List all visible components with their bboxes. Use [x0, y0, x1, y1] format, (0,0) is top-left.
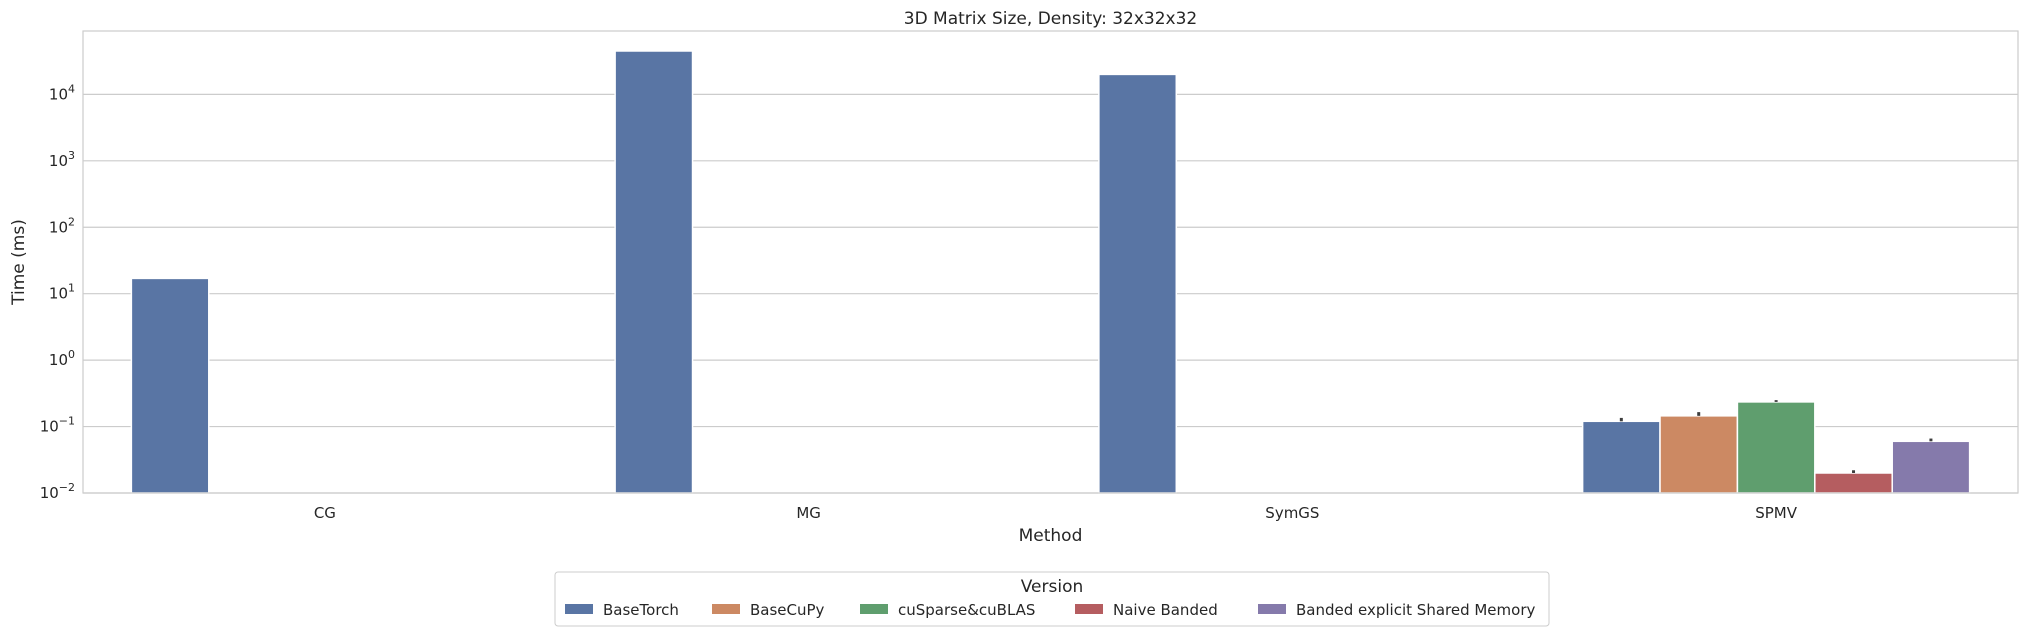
x-tick-label-cg: CG — [314, 504, 336, 522]
y-tick-exponent: 3 — [68, 149, 75, 162]
y-tick-exponent: 4 — [68, 82, 75, 95]
y-tick-base: 10 — [49, 218, 68, 236]
legend-swatch — [860, 604, 888, 614]
y-tick-label: 104 — [49, 82, 75, 103]
y-tick-base: 10 — [49, 85, 68, 103]
x-tick-label-mg: MG — [796, 504, 821, 522]
y-axis-title: Time (ms) — [9, 219, 29, 306]
bar-spmv-3 — [1814, 472, 1893, 494]
y-tick-label: 101 — [49, 282, 75, 303]
x-tick-label-spmv: SPMV — [1755, 504, 1798, 522]
legend-swatch — [1258, 604, 1286, 614]
x-tick-label-symgs: SymGS — [1265, 504, 1319, 522]
legend-items: BaseTorch BaseCuPy cuSparse&cuBLAS Naive Ba… — [565, 601, 1535, 619]
x-tick-labels: CG MG SymGS SPMV — [314, 504, 1798, 522]
axes — [82, 30, 2019, 494]
legend-item-0: BaseTorch — [565, 601, 679, 619]
chart-title: 3D Matrix Size, Density: 32x32x32 — [904, 9, 1197, 29]
legend-swatch — [1075, 604, 1103, 614]
bar-spmv-1 — [1659, 415, 1739, 494]
y-tick-exponent: 2 — [68, 215, 75, 228]
x-axis-title: Method — [1019, 526, 1083, 546]
y-tick-label: 10−2 — [40, 481, 75, 502]
plot-frame — [82, 30, 2019, 494]
gridlines — [83, 93, 2018, 494]
y-tick-exponent: 0 — [68, 348, 75, 361]
y-tick-base: 10 — [40, 418, 59, 436]
y-tick-base: 10 — [49, 285, 68, 303]
legend-swatch — [565, 604, 593, 614]
y-tick-label: 102 — [49, 215, 75, 236]
y-tick-exponent: 1 — [68, 282, 75, 295]
bar-spmv-0 — [1581, 420, 1661, 494]
bar-symgs-0 — [1098, 73, 1178, 494]
bar-spmv-2 — [1736, 401, 1816, 494]
legend-label: cuSparse&cuBLAS — [898, 601, 1035, 619]
y-tick-base: 10 — [49, 351, 68, 369]
y-tick-label: 10−1 — [40, 415, 75, 436]
legend-title: Version — [1021, 577, 1084, 597]
y-tick-label: 103 — [49, 149, 75, 170]
legend-label: Naive Banded — [1113, 601, 1218, 619]
bar-spmv-4 — [1891, 440, 1971, 494]
bars — [130, 50, 1971, 494]
y-tick-exponent: −1 — [59, 415, 75, 428]
legend-label: Banded explicit Shared Memory — [1296, 601, 1535, 619]
y-tick-base: 10 — [40, 484, 59, 502]
legend-box — [554, 571, 1550, 627]
legend-item-1: BaseCuPy — [712, 601, 825, 619]
y-tick-label: 100 — [49, 348, 75, 369]
y-tick-base: 10 — [49, 152, 68, 170]
legend-label: BaseTorch — [603, 601, 679, 619]
legend-item-2: cuSparse&cuBLAS — [860, 601, 1035, 619]
legend-swatch — [712, 604, 740, 614]
legend: Version BaseTorch BaseCuPy cuSparse&cuBLAS… — [554, 571, 1550, 627]
legend-item-3: Naive Banded — [1075, 601, 1218, 619]
bar-mg-0 — [614, 50, 694, 494]
y-tick-exponent: −2 — [59, 481, 75, 494]
legend-label: BaseCuPy — [750, 601, 825, 619]
bar-cg-0 — [130, 277, 210, 494]
legend-item-4: Banded explicit Shared Memory — [1258, 601, 1535, 619]
